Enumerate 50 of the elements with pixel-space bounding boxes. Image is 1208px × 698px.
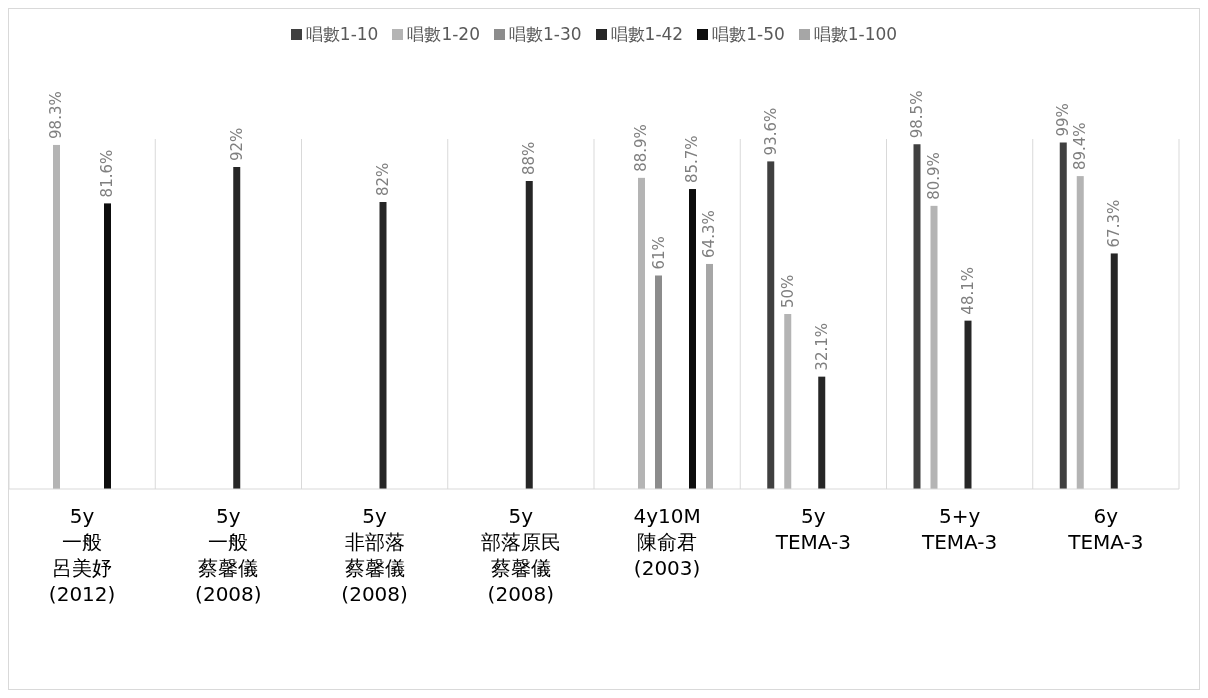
data-label: 93.6% xyxy=(761,107,780,156)
data-label: 82% xyxy=(374,162,392,196)
data-label: 81.6% xyxy=(98,149,117,198)
data-label: 98.5% xyxy=(908,90,926,139)
x-tick-label: 5y 一般呂美妤 (2012) xyxy=(48,504,116,606)
bar xyxy=(1076,176,1084,489)
data-label: 92% xyxy=(227,127,246,161)
data-label: 61% xyxy=(649,236,668,270)
x-tick-label: 6y TEMA-3 xyxy=(1067,504,1144,554)
bar xyxy=(233,167,241,489)
legend-label: 唱數1-50 xyxy=(711,23,785,46)
bar xyxy=(53,144,60,489)
bar xyxy=(913,144,921,489)
bar xyxy=(784,314,792,489)
bar xyxy=(767,161,775,489)
x-tick-label: 4y10M 陳俞君 (2003) xyxy=(633,504,701,580)
x-tick-label: 5y TEMA-3 xyxy=(774,504,852,554)
data-label: 98.3% xyxy=(47,91,66,139)
bar xyxy=(1059,142,1067,489)
bar xyxy=(525,181,533,489)
bar xyxy=(1110,253,1118,489)
data-label: 64.3% xyxy=(700,210,719,258)
data-label: 32.1% xyxy=(812,322,831,371)
data-label: 80.9% xyxy=(925,152,943,200)
data-label: 48.1% xyxy=(959,266,977,315)
bar xyxy=(706,263,713,489)
data-label: 89.4% xyxy=(1071,122,1090,171)
bar xyxy=(655,275,662,489)
data-label: 99% xyxy=(1054,103,1073,137)
bar xyxy=(964,320,972,489)
data-label: 50% xyxy=(778,274,797,308)
x-tick-label: 5y 部落原民蔡馨儀 (2008) xyxy=(480,504,561,606)
data-label: 88% xyxy=(520,141,539,175)
bar xyxy=(930,205,938,489)
bar xyxy=(689,189,696,489)
data-label: 67.3% xyxy=(1105,199,1124,248)
bar xyxy=(104,203,111,489)
x-tick-label: 5y 非部落蔡馨儀 (2008) xyxy=(341,504,408,606)
legend-label: 唱數1-42 xyxy=(609,23,684,46)
bar xyxy=(379,202,387,489)
bar xyxy=(818,376,826,489)
x-tick-label: 5y 一般蔡馨儀 (2008) xyxy=(195,504,262,606)
legend-label: 唱數1-20 xyxy=(406,23,480,46)
x-tick-label: 5+y TEMA-3 xyxy=(920,504,998,554)
data-label: 85.7% xyxy=(683,135,702,184)
legend-label: 唱數1-100 xyxy=(812,23,898,46)
legend-label: 唱數1-10 xyxy=(304,23,379,46)
data-label: 88.9% xyxy=(632,124,651,172)
legend-label: 唱數1-30 xyxy=(508,23,582,46)
bar xyxy=(638,177,645,489)
